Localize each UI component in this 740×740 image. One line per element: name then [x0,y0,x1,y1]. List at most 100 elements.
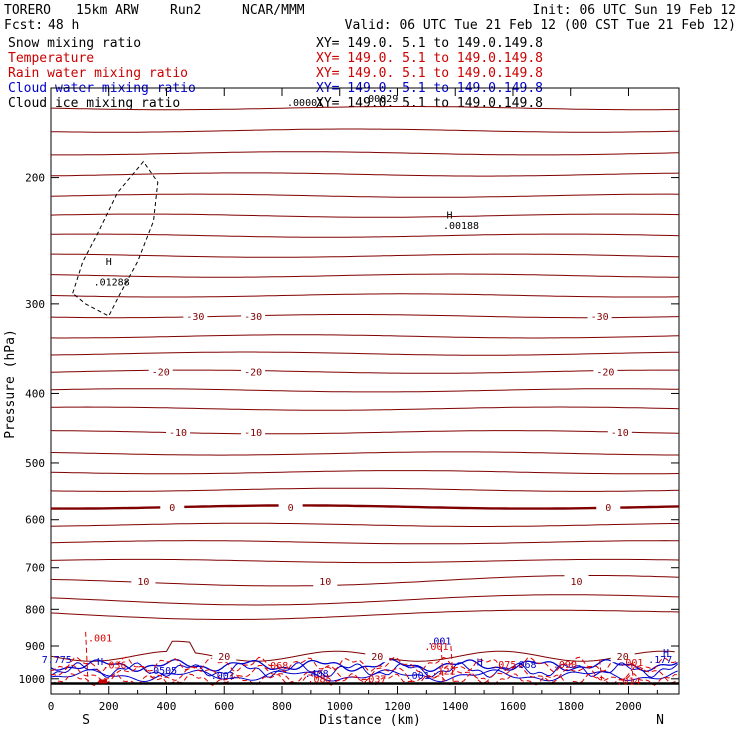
init-label: Init: 06 UTC Sun 19 Feb 12 [533,3,737,18]
north-label: N [656,713,664,728]
isotherm-label: -10 [611,428,629,439]
run-label: Run2 [170,3,201,18]
isotherm-line [50,293,680,298]
isotherm-layer [50,106,680,662]
isotherm-line [51,172,680,177]
cloud-ice-layer [72,160,159,317]
isotherm-20-line [50,640,675,662]
value-label: .01288 [94,278,130,289]
high-marker: H [446,210,452,221]
value-label: .001 [424,642,448,653]
x-tick-label: 1400 [442,700,469,713]
header: TORERO 15km ARW Run2 NCAR/MMM Init: 06 U… [4,3,736,33]
x-tick-label: 1200 [384,700,411,713]
isotherm-line [50,451,679,456]
value-label: .068 [512,660,536,671]
field-temperature: Temperature [8,51,94,66]
isotherm-label-bg [241,310,266,323]
south-label: S [82,713,90,728]
isotherm-label: 20 [218,652,230,663]
isotherm-line [50,351,680,356]
y-tick-label: 600 [25,514,45,527]
isotherm-label: 0 [288,503,294,514]
y-tick-label: 500 [25,457,45,470]
isotherm-label: -20 [244,368,262,379]
x-tick-label: 1800 [557,700,584,713]
isotherm-label-bg [596,501,621,514]
cloud-water-contour [50,662,678,678]
isotherm-label-bg [148,365,173,378]
value-label: .122 [432,666,456,677]
isotherm-label-bg [278,501,303,514]
resolution-label: 15km ARW [76,3,139,18]
value-label: .014 [616,676,640,687]
isotherm-line [50,558,680,564]
isotherm-label-bg [241,426,266,439]
field-rain-xy: XY= 149.0. 5.1 to 149.0.149.8 [316,66,543,81]
y-tick-label: 400 [25,387,45,400]
value-label: .036 [102,661,126,672]
x-tick-label: 200 [99,700,119,713]
isotherm-line [50,388,680,393]
isotherm-label-bg [212,650,237,663]
value-label: .001 [88,633,112,644]
isotherm-label: -10 [244,428,262,439]
x-tick-label: 1000 [326,700,353,713]
isotherm-label-bg [593,365,618,378]
y-tick-label: 800 [25,603,45,616]
high-marker: H [477,657,483,668]
y-tick-label: 700 [25,562,45,575]
isotherm-label: 0 [169,503,175,514]
fcst-value: 48 h [48,18,79,33]
high-marker: H [106,257,112,268]
isotherm-label: -30 [591,312,609,323]
value-label: 7.775 [42,655,72,666]
x-tick-label: 800 [272,700,292,713]
x-tick-label: 0 [48,700,55,713]
cloud-ice-contour [72,160,159,317]
isotherm-line [50,128,680,133]
isotherm-line [50,213,680,218]
isotherm-label: 0 [605,503,611,514]
value-label: .177 [648,655,672,666]
y-tick-label: 300 [25,298,45,311]
value-label: .001 [406,671,430,682]
value-label: .075 [492,660,516,671]
rain-contour [50,664,678,684]
high-marker: H [97,657,103,668]
isotherm-line [50,609,680,620]
isotherm-label: 20 [617,652,629,663]
cloud-water-contour [50,669,678,683]
value-label: .00029 [362,94,398,105]
isotherm-label-bg [610,650,635,663]
plot-frame [50,87,680,695]
isotherm-label: -30 [186,312,204,323]
rain-shaft [450,645,454,682]
value-label: .001 [619,658,643,669]
ground-marker [98,679,107,684]
isotherm-label: -30 [244,312,262,323]
isotherm-label-bg [160,501,185,514]
ground-layer [51,679,679,685]
x-tick-label: 600 [214,700,234,713]
isotherm-line [50,193,680,198]
isotherm-line [50,540,679,545]
value-label: .068 [264,661,288,672]
org-label: NCAR/MMM [242,3,305,18]
isotherm-label-bg [607,426,632,439]
value-label: .085 [307,675,331,686]
rain-shaft [85,631,89,682]
value-label: .00001 [287,98,323,109]
y-tick-label: 1000 [19,673,46,686]
fcst-label: Fcst: [4,18,43,33]
isotherm-line [50,273,679,278]
isotherm-label-bg [587,310,612,323]
isotherm-label-bg [365,650,390,663]
rain-shaft [630,662,635,682]
y-tick-label: 900 [25,640,45,653]
labels-layer: -30 -30 -30 -20 -20 -20 -10 -10 -10 0 0 0 10 10 10 20 20… [42,94,673,687]
isotherm-line [50,334,680,339]
isotherm-line [50,314,680,319]
